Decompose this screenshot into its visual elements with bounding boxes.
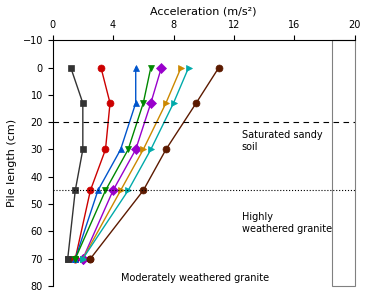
Text: Saturated sandy
soil: Saturated sandy soil — [241, 130, 322, 152]
Text: Highly
weathered granite: Highly weathered granite — [241, 212, 332, 234]
Text: Moderately weathered granite: Moderately weathered granite — [121, 273, 269, 283]
X-axis label: Acceleration (m/s²): Acceleration (m/s²) — [151, 7, 257, 17]
Bar — [332, 40, 355, 286]
Y-axis label: Pile length (cm): Pile length (cm) — [7, 119, 17, 207]
